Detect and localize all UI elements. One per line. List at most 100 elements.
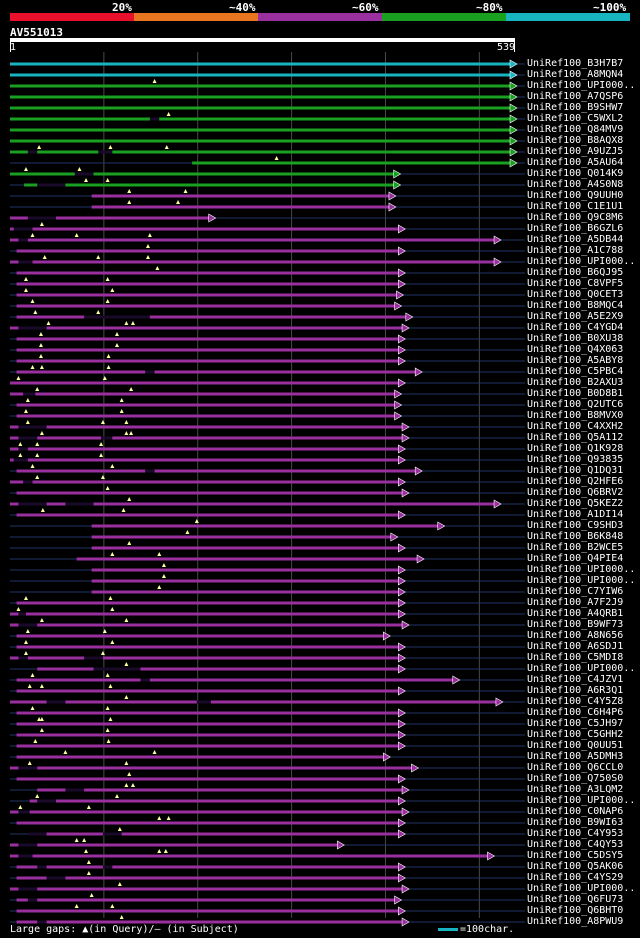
hit-bar: [10, 84, 511, 88]
hit-label[interactable]: UniRef100_C6H4P6: [527, 707, 624, 718]
hit-bar: [10, 106, 511, 110]
hit-label[interactable]: UniRef100_A9UZJ5: [527, 146, 624, 157]
hit-label[interactable]: UniRef100_Q93835: [527, 454, 624, 465]
hit-label[interactable]: UniRef100_C9SHD3: [527, 520, 624, 531]
hit-label[interactable]: UniRef100_UPI000..: [527, 795, 636, 806]
hit-label[interactable]: UniRef100_Q84MV9: [527, 124, 624, 135]
hit-end-arrow: [493, 499, 502, 509]
hit-label[interactable]: UniRef100_B0D8B1: [527, 388, 624, 399]
hit-label[interactable]: UniRef100_B8AQX8: [527, 135, 624, 146]
hit-label[interactable]: UniRef100_Q6BHT0: [527, 905, 624, 916]
subject-gap: [98, 150, 113, 154]
hit-label[interactable]: UniRef100_B6QJ95: [527, 267, 624, 278]
hit-label[interactable]: UniRef100_B9SHW7: [527, 102, 624, 113]
hit-label[interactable]: UniRef100_B0XU38: [527, 333, 624, 344]
hit-label[interactable]: UniRef100_A8MQN4: [527, 69, 624, 80]
hit-label[interactable]: UniRef100_UPI000..: [527, 883, 636, 894]
hit-label[interactable]: UniRef100_B8MVX0: [527, 410, 624, 421]
hit-label[interactable]: UniRef100_B3H7B7: [527, 58, 624, 69]
hit-end-arrow: [397, 609, 406, 619]
query-gap-marker: [27, 761, 32, 765]
hit-label[interactable]: UniRef100_A8N656: [527, 630, 624, 641]
hit-label[interactable]: UniRef100_B9WF73: [527, 619, 624, 630]
hit-end-arrow: [397, 818, 406, 828]
hit-label[interactable]: UniRef100_A5DB44: [527, 234, 624, 245]
hit-label[interactable]: UniRef100_C7YIW6: [527, 586, 624, 597]
hit-label[interactable]: UniRef100_C4YGD4: [527, 322, 624, 333]
hit-label[interactable]: UniRef100_A7QSP6: [527, 91, 624, 102]
hit-label[interactable]: UniRef100_A3LQM2: [527, 784, 624, 795]
hit-label[interactable]: UniRef100_B9WI63: [527, 817, 624, 828]
subject-gap: [18, 612, 26, 616]
hit-label[interactable]: UniRef100_UPI000..: [527, 663, 636, 674]
hit-bar: [16, 513, 400, 517]
hit-label[interactable]: UniRef100_UPI000..: [527, 564, 636, 575]
hit-label[interactable]: UniRef100_A5ABY8: [527, 355, 624, 366]
hit-label[interactable]: UniRef100_C4YS29: [527, 872, 624, 883]
hit-label[interactable]: UniRef100_Q5AK06: [527, 861, 624, 872]
hit-label[interactable]: UniRef100_A5E2X9: [527, 311, 624, 322]
query-gap-marker: [127, 541, 132, 545]
hit-label[interactable]: UniRef100_A1C788: [527, 245, 624, 256]
hit-label[interactable]: UniRef100_C8VPF5: [527, 278, 624, 289]
hit-label[interactable]: UniRef100_Q9C8M6: [527, 212, 624, 223]
hit-label[interactable]: UniRef100_UPI000..: [527, 80, 636, 91]
hit-label[interactable]: UniRef100_C5JH97: [527, 718, 624, 729]
hit-label[interactable]: UniRef100_C5MDI8: [527, 652, 624, 663]
hit-label[interactable]: UniRef100_C0NAP6: [527, 806, 624, 817]
hit-label[interactable]: UniRef100_Q2UTC6: [527, 399, 624, 410]
hit-label[interactable]: UniRef100_C1E1U1: [527, 201, 624, 212]
hit-label[interactable]: UniRef100_C4JZV1: [527, 674, 624, 685]
hit-label[interactable]: UniRef100_Q0CET3: [527, 289, 624, 300]
hit-label[interactable]: UniRef100_B2WCE5: [527, 542, 624, 553]
hit-label[interactable]: UniRef100_Q2HFE6: [527, 476, 624, 487]
hit-label[interactable]: UniRef100_A1DI14: [527, 509, 624, 520]
hit-label[interactable]: UniRef100_C4Y5Z8: [527, 696, 624, 707]
hit-end-arrow: [394, 895, 403, 905]
hit-label[interactable]: UniRef100_UPI000..: [527, 256, 636, 267]
hit-bar: [10, 623, 404, 627]
hit-label[interactable]: UniRef100_Q1DQ31: [527, 465, 624, 476]
hit-label[interactable]: UniRef100_Q014K9: [527, 168, 624, 179]
hit-label[interactable]: UniRef100_Q750S0: [527, 773, 624, 784]
hit-end-arrow: [397, 653, 406, 663]
subject-gap: [18, 326, 47, 330]
hit-label[interactable]: UniRef100_Q5KEZ2: [527, 498, 624, 509]
hit-label[interactable]: UniRef100_C4XXH2: [527, 421, 624, 432]
hit-label[interactable]: UniRef100_Q4PIE4: [527, 553, 624, 564]
query-gap-marker: [194, 519, 199, 523]
query-gap-marker: [124, 783, 129, 787]
hit-label[interactable]: UniRef100_B2AXU3: [527, 377, 624, 388]
hit-label[interactable]: UniRef100_C5WXL2: [527, 113, 624, 124]
hit-end-arrow: [493, 257, 502, 267]
hit-bar: [16, 403, 396, 407]
query-gap-marker: [33, 739, 38, 743]
hit-label[interactable]: UniRef100_A6R3Q1: [527, 685, 624, 696]
hit-label[interactable]: UniRef100_A5AU64: [527, 157, 624, 168]
hit-label[interactable]: UniRef100_C4Y953: [527, 828, 624, 839]
query-ruler: [10, 38, 515, 42]
hit-label[interactable]: UniRef100_Q6FU73: [527, 894, 624, 905]
hit-label[interactable]: UniRef100_A5DMH3: [527, 751, 624, 762]
hit-label[interactable]: UniRef100_Q9UUH0: [527, 190, 624, 201]
hit-label[interactable]: UniRef100_Q6BRV2: [527, 487, 624, 498]
hit-label[interactable]: UniRef100_Q1K928: [527, 443, 624, 454]
hit-label[interactable]: UniRef100_A8PWU9: [527, 916, 624, 927]
hit-label[interactable]: UniRef100_Q6CCL0: [527, 762, 624, 773]
hit-label[interactable]: UniRef100_A4S0N8: [527, 179, 624, 190]
hit-label[interactable]: UniRef100_UPI000..: [527, 575, 636, 586]
hit-label[interactable]: UniRef100_Q4X063: [527, 344, 624, 355]
hit-label[interactable]: UniRef100_C5DSY5: [527, 850, 624, 861]
hit-label[interactable]: UniRef100_B6K848: [527, 531, 624, 542]
hit-end-arrow: [401, 323, 410, 333]
hit-label[interactable]: UniRef100_A4QRB1: [527, 608, 624, 619]
hit-label[interactable]: UniRef100_C4QY53: [527, 839, 624, 850]
hit-label[interactable]: UniRef100_C5PBC4: [527, 366, 624, 377]
hit-label[interactable]: UniRef100_Q0UU51: [527, 740, 624, 751]
hit-label[interactable]: UniRef100_A6SDJ1: [527, 641, 624, 652]
hit-label[interactable]: UniRef100_C5GHH2: [527, 729, 624, 740]
hit-label[interactable]: UniRef100_A7F2J9: [527, 597, 624, 608]
hit-label[interactable]: UniRef100_Q5A112: [527, 432, 624, 443]
hit-label[interactable]: UniRef100_B8MQC4: [527, 300, 624, 311]
hit-label[interactable]: UniRef100_B6GZL6: [527, 223, 624, 234]
